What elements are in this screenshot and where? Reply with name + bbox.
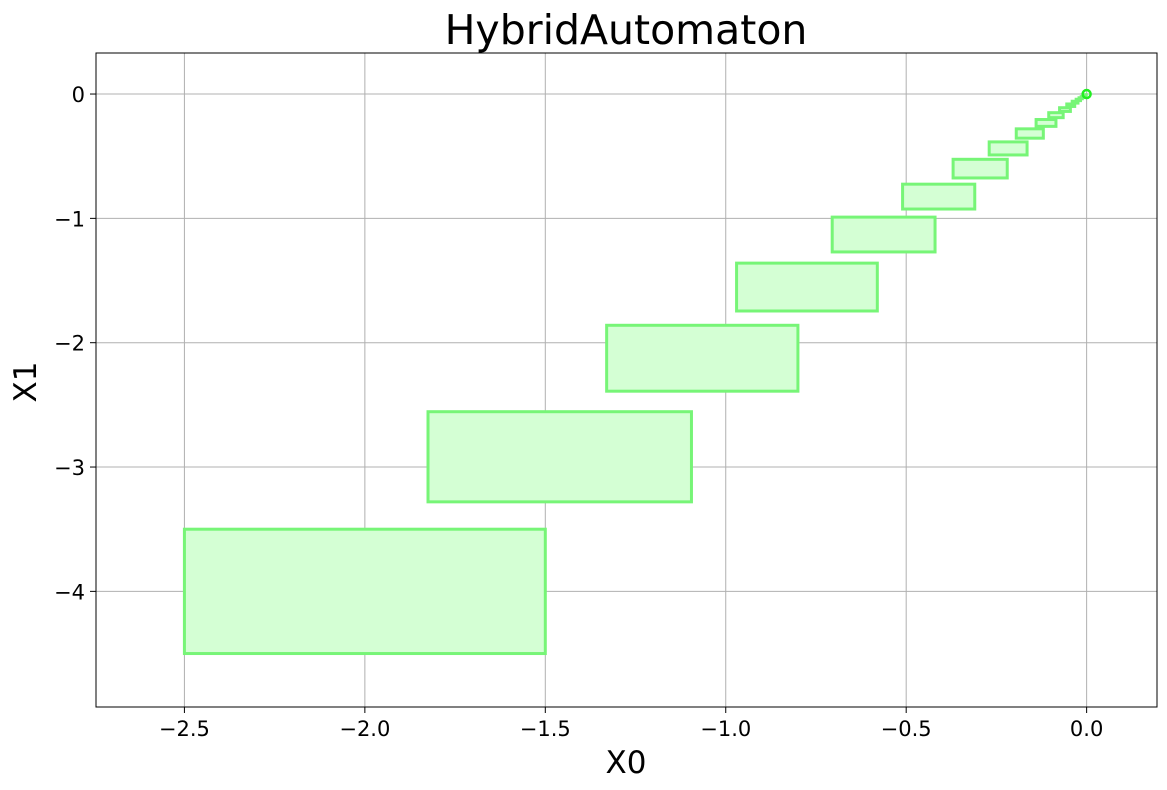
y-tick-label: 0: [72, 83, 85, 107]
x-axis-label: X0: [606, 745, 647, 781]
reach-set-box: [1083, 93, 1088, 97]
reach-set-box: [1014, 127, 1045, 140]
y-axis-label: X1: [8, 362, 44, 403]
chart-title: HybridAutomaton: [445, 6, 808, 54]
reach-set-boxes: [182, 88, 1092, 656]
x-tick-label: −0.5: [881, 717, 932, 741]
reach-set-box: [987, 140, 1029, 157]
reach-set-box: [901, 182, 977, 211]
reach-set-box: [951, 157, 1009, 180]
y-axis-ticks: 0 −1 −2 −3 −4: [54, 83, 96, 604]
reach-set-box: [426, 410, 693, 504]
reach-set-box: [735, 261, 879, 313]
x-tick-label: −2.5: [159, 717, 210, 741]
end-point-marker: [1081, 88, 1092, 100]
plot-frame: [95, 52, 1158, 708]
reach-set-box: [1047, 111, 1065, 120]
y-tick-label: −4: [54, 580, 85, 604]
y-tick-label: −1: [54, 207, 85, 231]
reach-set-box: [182, 527, 547, 656]
reach-set-box: [605, 323, 800, 393]
x-tick-label: −1.5: [520, 717, 571, 741]
x-tick-label: −1.0: [700, 717, 751, 741]
y-tick-label: −2: [54, 332, 85, 356]
x-tick-label: −2.0: [339, 717, 390, 741]
x-axis-ticks: −2.5 −2.0 −1.5 −1.0 −0.5 0.0: [159, 707, 1103, 741]
x-tick-label: 0.0: [1070, 717, 1103, 741]
y-tick-label: −3: [54, 456, 85, 480]
reach-set-box: [1034, 118, 1058, 128]
reach-set-box: [830, 215, 937, 254]
reach-set-box: [1058, 106, 1072, 113]
